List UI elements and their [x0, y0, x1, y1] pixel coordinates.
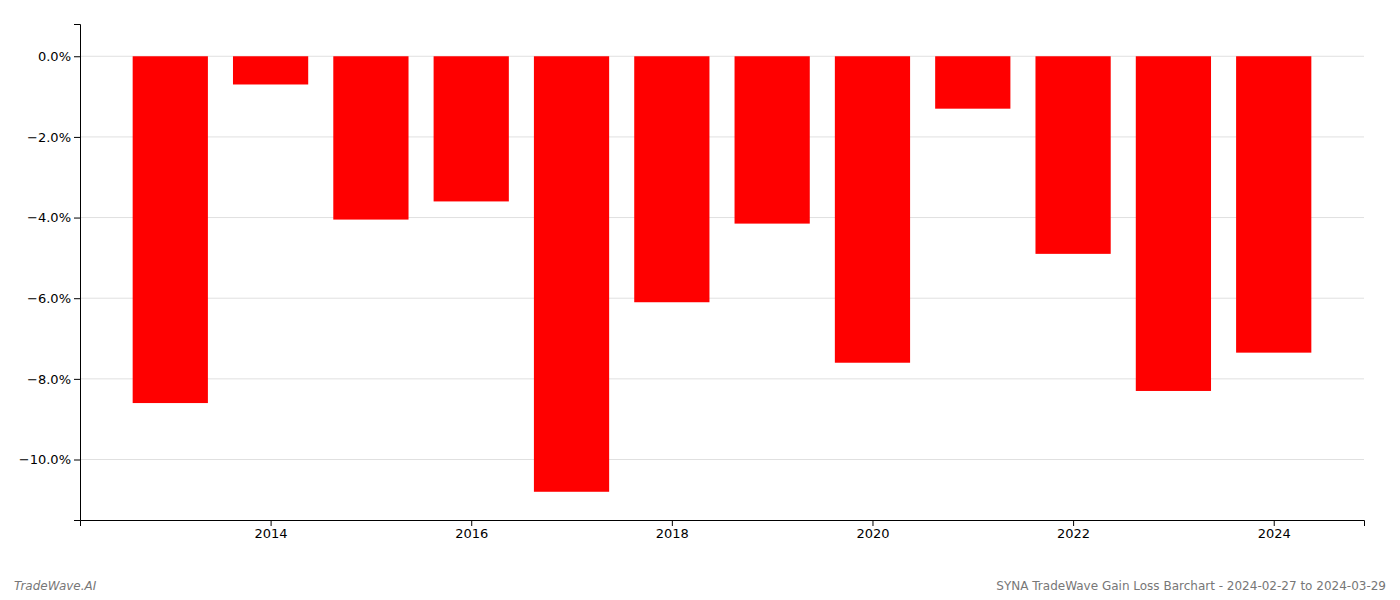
y-tick-mark: [74, 460, 80, 461]
x-axis: 2014 2016 2018 2020 2022 2024: [81, 520, 1365, 541]
y-tick-mark: [74, 218, 80, 219]
bar: [835, 56, 910, 362]
y-tick: −2.0%: [27, 130, 80, 145]
y-tick-label: −2.0%: [27, 130, 71, 145]
footer-right: SYNA TradeWave Gain Loss Barchart - 2024…: [996, 579, 1386, 593]
x-tick-label: 2018: [656, 526, 689, 541]
x-tick-mark: [1073, 520, 1074, 526]
y-tick-mark: [74, 379, 80, 380]
x-tick-mark: [471, 520, 472, 526]
y-tick-mark: [74, 298, 80, 299]
bar: [1236, 56, 1311, 352]
bar: [133, 56, 208, 403]
y-tick-label: −10.0%: [19, 452, 71, 467]
grid: [80, 56, 1364, 459]
x-tick-mark: [1274, 520, 1275, 526]
bar: [434, 56, 509, 201]
x-axis-line: [81, 521, 1365, 527]
y-tick-label: −6.0%: [27, 291, 71, 306]
footer-left: TradeWave.AI: [14, 579, 97, 593]
x-tick: 2022: [1057, 520, 1090, 541]
bar: [634, 56, 709, 302]
y-tick-mark: [74, 56, 80, 57]
y-tick: −8.0%: [27, 372, 80, 387]
x-tick: 2014: [255, 520, 288, 541]
x-tick-mark: [271, 520, 272, 526]
bar: [1136, 56, 1211, 391]
x-tick-label: 2022: [1057, 526, 1090, 541]
bar: [735, 56, 810, 223]
bar: [935, 56, 1010, 108]
bar: [534, 56, 609, 492]
y-tick-label: 0.0%: [38, 49, 71, 64]
x-tick-mark: [672, 520, 673, 526]
y-tick: −10.0%: [19, 452, 80, 467]
x-tick: 2016: [455, 520, 488, 541]
x-tick-label: 2020: [856, 526, 889, 541]
x-tick-mark: [872, 520, 873, 526]
y-tick: −4.0%: [27, 210, 80, 225]
y-tick-label: −8.0%: [27, 372, 71, 387]
bars: [133, 56, 1312, 492]
x-tick-label: 2016: [455, 526, 488, 541]
y-tick-mark: [74, 137, 80, 138]
x-tick: 2024: [1258, 520, 1291, 541]
grid-line: [80, 459, 1364, 460]
x-tick-label: 2024: [1258, 526, 1291, 541]
bar: [233, 56, 308, 84]
x-tick: 2020: [856, 520, 889, 541]
y-axis-line: [74, 25, 81, 521]
y-axis: 0.0% −2.0% −4.0% −6.0% −8.0% −10.0%: [19, 25, 81, 521]
y-tick: 0.0%: [38, 49, 80, 64]
y-tick-label: −4.0%: [27, 210, 71, 225]
x-tick-label: 2014: [255, 526, 288, 541]
x-tick: 2018: [656, 520, 689, 541]
bar: [333, 56, 408, 219]
chart-svg: 0.0%−2.0%−4.0%−6.0%−8.0%−10.0%2014201620…: [0, 0, 1400, 600]
y-tick: −6.0%: [27, 291, 80, 306]
plot-area: 0.0%−2.0%−4.0%−6.0%−8.0%−10.0%2014201620…: [19, 25, 1365, 542]
bar: [1035, 56, 1110, 254]
